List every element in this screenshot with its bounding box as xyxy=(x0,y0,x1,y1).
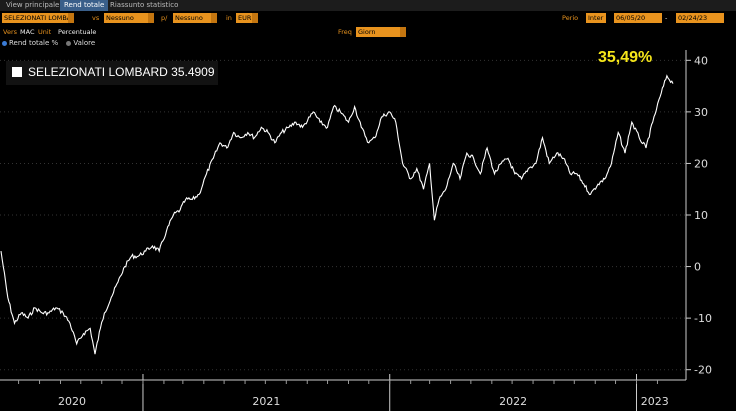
unit-label: Unit xyxy=(38,28,52,36)
start-date-value: 06/05/20 xyxy=(616,14,646,22)
p-field[interactable]: Nessuno xyxy=(173,13,217,23)
chevron-down-icon[interactable] xyxy=(252,13,258,23)
toggle-rend-totale[interactable]: Rend totale % xyxy=(2,39,60,47)
x-tick-label: 2020 xyxy=(58,395,86,408)
p-label: p/ xyxy=(161,14,168,22)
y-tick-label: 30 xyxy=(694,106,708,119)
radio-on-icon xyxy=(2,40,7,46)
vs-field[interactable]: Nessuno xyxy=(104,13,154,23)
legend-entry: SELEZIONATI LOMBARD 35.4909 xyxy=(28,65,215,79)
p-value: Nessuno xyxy=(175,14,203,22)
series-toggles: Rend totale % Valore xyxy=(0,38,95,48)
toggle-rend-totale-label: Rend totale % xyxy=(9,39,59,47)
y-tick-label: 0 xyxy=(694,261,701,274)
x-tick-label: 2023 xyxy=(641,395,669,408)
currency-value: EUR xyxy=(238,14,252,22)
toggle-valore-label: Valore xyxy=(73,39,96,47)
y-tick-label: -20 xyxy=(694,364,712,377)
security-field[interactable]: SELEZIONATI LOMBARD xyxy=(2,13,74,23)
period-field[interactable]: Inter xyxy=(586,13,606,23)
vers-value[interactable]: MAC xyxy=(20,28,35,36)
radio-off-icon xyxy=(66,40,72,46)
vers-label: Vers xyxy=(3,28,17,36)
y-axis: 40 30 20 10 0 -10 -20 xyxy=(685,50,712,380)
vs-value: Nessuno xyxy=(106,14,134,22)
freq-label: Freq xyxy=(338,28,352,36)
freq-field[interactable]: Giorn xyxy=(356,27,406,37)
y-tick-label: 20 xyxy=(694,157,708,170)
start-date-field[interactable]: 06/05/20 xyxy=(614,13,662,23)
chevron-down-icon[interactable] xyxy=(148,13,154,23)
security-value: SELEZIONATI LOMBARD xyxy=(4,14,74,22)
chart-legend: SELEZIONATI LOMBARD 35.4909 xyxy=(6,61,218,85)
x-tick-label: 2022 xyxy=(499,395,527,408)
toolbar: SELEZIONATI LOMBARD vs Nessuno p/ Nessun… xyxy=(0,11,736,25)
tab-rend-totale[interactable]: Rend totale xyxy=(60,0,109,11)
period-value: Inter xyxy=(588,14,604,22)
x-axis: 2020 2021 2022 2023 xyxy=(0,374,686,411)
tab-riassunto-statistico[interactable]: Riassunto statistico xyxy=(110,1,179,9)
currency-field[interactable]: EUR xyxy=(236,13,258,23)
freq-value: Giorn xyxy=(358,28,376,36)
period-label: Perio xyxy=(562,14,579,22)
end-date-value: 02/24/23 xyxy=(678,14,708,22)
vs-label: vs xyxy=(92,14,100,22)
chevron-down-icon[interactable] xyxy=(400,27,406,37)
y-tick-label: -10 xyxy=(694,312,712,325)
end-date-field[interactable]: 02/24/23 xyxy=(676,13,724,23)
date-separator: - xyxy=(665,14,668,22)
series-line-selezionati-lombard xyxy=(0,74,674,355)
chevron-down-icon[interactable] xyxy=(68,13,74,23)
last-value-label: 35,49% xyxy=(598,49,652,66)
x-tick-label: 2021 xyxy=(252,395,280,408)
chevron-down-icon[interactable] xyxy=(211,13,217,23)
tab-bar: View principale Rend totale Riassunto st… xyxy=(0,0,736,11)
grid xyxy=(0,59,686,371)
y-tick-label: 40 xyxy=(694,54,708,67)
legend-swatch xyxy=(12,67,22,77)
tab-view-principale[interactable]: View principale xyxy=(6,1,60,9)
in-label: in xyxy=(226,14,232,22)
y-tick-label: 10 xyxy=(694,209,708,222)
toggle-valore[interactable]: Valore xyxy=(66,39,95,47)
unit-value[interactable]: Percentuale xyxy=(58,28,97,36)
